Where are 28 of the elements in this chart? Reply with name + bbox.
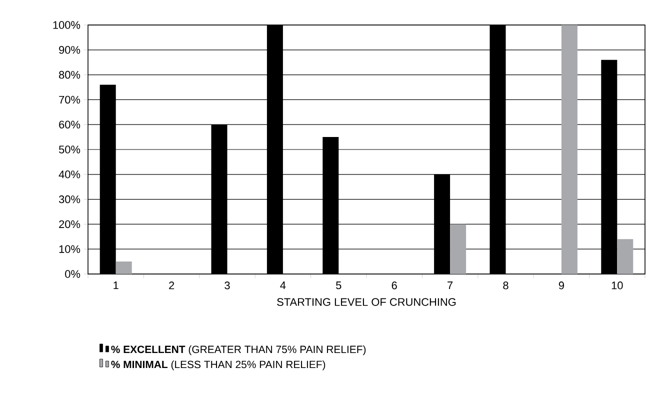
y-tick-label: 0% bbox=[65, 270, 80, 278]
x-tick-label: 4 bbox=[280, 282, 286, 290]
x-tick-label: 9 bbox=[558, 282, 564, 290]
x-tick-label: 7 bbox=[448, 282, 453, 290]
y-tick-label: 20% bbox=[59, 220, 80, 228]
y-tick-label: 10% bbox=[59, 245, 80, 253]
x-tick-label: 3 bbox=[224, 282, 230, 290]
y-tick-label: 40% bbox=[58, 170, 80, 178]
x-axis-title: STARTING LEVEL OF CRUNCHING bbox=[277, 298, 456, 306]
y-tick-label: 50% bbox=[58, 146, 80, 154]
y-tick-label: 100% bbox=[53, 21, 80, 29]
x-tick-label: 6 bbox=[392, 282, 397, 290]
x-tick-label: 1 bbox=[114, 282, 118, 290]
x-tick-label: 10 bbox=[612, 282, 623, 290]
y-tick-label: 90% bbox=[59, 46, 80, 54]
bar bbox=[561, 24, 578, 274]
y-tick-label: 80% bbox=[59, 70, 80, 79]
y-tick-label: 60% bbox=[59, 120, 80, 128]
x-tick-label: 8 bbox=[503, 282, 508, 290]
x-tick-label: 2 bbox=[169, 282, 174, 290]
bar bbox=[450, 224, 466, 274]
y-tick-label: 70% bbox=[59, 96, 80, 104]
legend-label: % EXCELLENT (GREATER THAN 75% PAIN RELIEF) bbox=[111, 345, 366, 356]
y-tick-label: 30% bbox=[58, 195, 80, 204]
bar bbox=[617, 239, 634, 274]
x-tick-label: 5 bbox=[336, 282, 342, 290]
legend-label: % MINIMAL (LESS THAN 25% PAIN RELIEF) bbox=[111, 360, 326, 370]
bar bbox=[116, 262, 132, 274]
